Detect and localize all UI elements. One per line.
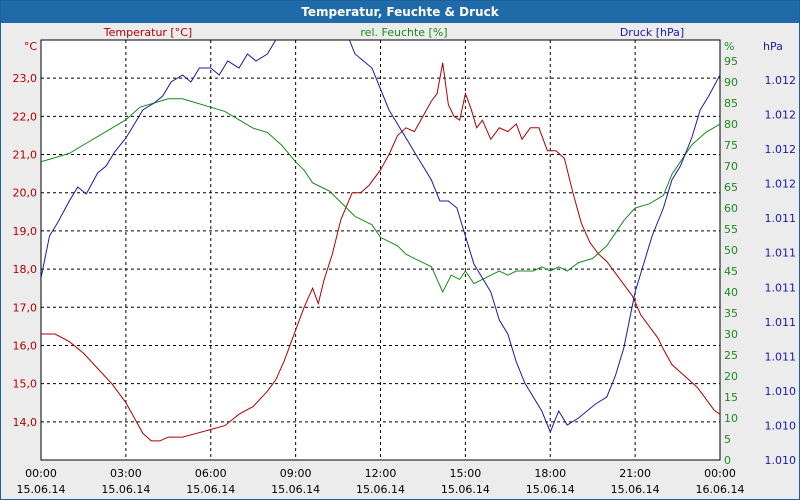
- x-tick-date: 15.06.14: [17, 483, 66, 496]
- pressure-tick-label: 1.011: [765, 350, 797, 363]
- temperature-tick-label: 18,0: [13, 263, 38, 276]
- pressure-tick-label: 1.012: [765, 74, 797, 87]
- humidity-axis-label: rel. Feuchte [%]: [360, 26, 447, 39]
- humidity-tick-label: 60: [724, 202, 738, 215]
- series-line-humidity: [41, 98, 720, 294]
- pressure-tick-label: 1.012: [765, 143, 797, 156]
- pressure-tick-label: 1.011: [765, 247, 797, 260]
- x-tick-date: 15.06.14: [526, 483, 575, 496]
- humidity-tick-label: 20: [724, 370, 738, 383]
- chart-title: Temperatur, Feuchte & Druck: [1, 1, 799, 23]
- pressure-tick-label: 1.011: [765, 212, 797, 225]
- humidity-unit: %: [724, 40, 734, 53]
- temperature-unit: °C: [24, 40, 38, 53]
- temperature-tick-label: 23,0: [13, 72, 38, 85]
- x-tick-date: 15.06.14: [101, 483, 150, 496]
- pressure-tick-label: 1.010: [765, 385, 797, 398]
- pressure-unit: hPa: [763, 40, 783, 53]
- x-tick-date: 15.06.14: [611, 483, 660, 496]
- humidity-tick-label: 50: [724, 244, 738, 257]
- humidity-tick-label: 65: [724, 181, 738, 194]
- humidity-tick-label: 40: [724, 286, 738, 299]
- series-line-pressure: [41, 40, 720, 434]
- pressure-tick-label: 1.012: [765, 178, 797, 191]
- x-tick-time: 21:00: [619, 467, 651, 480]
- humidity-tick-label: 25: [724, 349, 738, 362]
- humidity-tick-label: 55: [724, 223, 738, 236]
- pressure-tick-label: 1.010: [765, 454, 797, 467]
- pressure-tick-label: 1.010: [765, 419, 797, 432]
- temperature-tick-label: 20,0: [13, 187, 38, 200]
- humidity-tick-label: 95: [724, 55, 738, 68]
- x-tick-time: 18:00: [534, 467, 566, 480]
- temperature-tick-label: 16,0: [13, 339, 38, 352]
- x-tick-time: 03:00: [110, 467, 142, 480]
- humidity-tick-label: 85: [724, 97, 738, 110]
- x-tick-time: 09:00: [280, 467, 312, 480]
- humidity-tick-label: 10: [724, 412, 738, 425]
- pressure-tick-label: 1.012: [765, 109, 797, 122]
- pressure-axis-label: Druck [hPa]: [620, 26, 684, 39]
- temperature-tick-label: 19,0: [13, 225, 38, 238]
- humidity-tick-label: 5: [724, 433, 731, 446]
- x-tick-time: 00:00: [25, 467, 57, 480]
- x-tick-date: 16.06.14: [696, 483, 745, 496]
- temperature-tick-label: 17,0: [13, 301, 38, 314]
- pressure-tick-label: 1.011: [765, 281, 797, 294]
- humidity-tick-label: 70: [724, 160, 738, 173]
- x-tick-time: 15:00: [450, 467, 482, 480]
- x-tick-date: 15.06.14: [186, 483, 235, 496]
- humidity-tick-label: 90: [724, 76, 738, 89]
- temperature-tick-label: 15,0: [13, 378, 38, 391]
- humidity-tick-label: 75: [724, 139, 738, 152]
- humidity-tick-label: 0: [724, 454, 731, 467]
- temperature-axis-label: Temperatur [°C]: [103, 26, 192, 39]
- x-tick-time: 12:00: [365, 467, 397, 480]
- humidity-tick-label: 30: [724, 328, 738, 341]
- x-tick-date: 15.06.14: [441, 483, 490, 496]
- temperature-tick-label: 22,0: [13, 110, 38, 123]
- x-tick-time: 00:00: [704, 467, 736, 480]
- pressure-tick-label: 1.011: [765, 316, 797, 329]
- humidity-tick-label: 35: [724, 307, 738, 320]
- humidity-tick-label: 15: [724, 391, 738, 404]
- temperature-tick-label: 21,0: [13, 149, 38, 162]
- temperature-tick-label: 14,0: [13, 416, 38, 429]
- series-line-temperature: [41, 62, 720, 442]
- humidity-tick-label: 45: [724, 265, 738, 278]
- x-tick-time: 06:00: [195, 467, 227, 480]
- x-tick-date: 15.06.14: [271, 483, 320, 496]
- x-tick-date: 15.06.14: [356, 483, 405, 496]
- humidity-tick-label: 80: [724, 118, 738, 131]
